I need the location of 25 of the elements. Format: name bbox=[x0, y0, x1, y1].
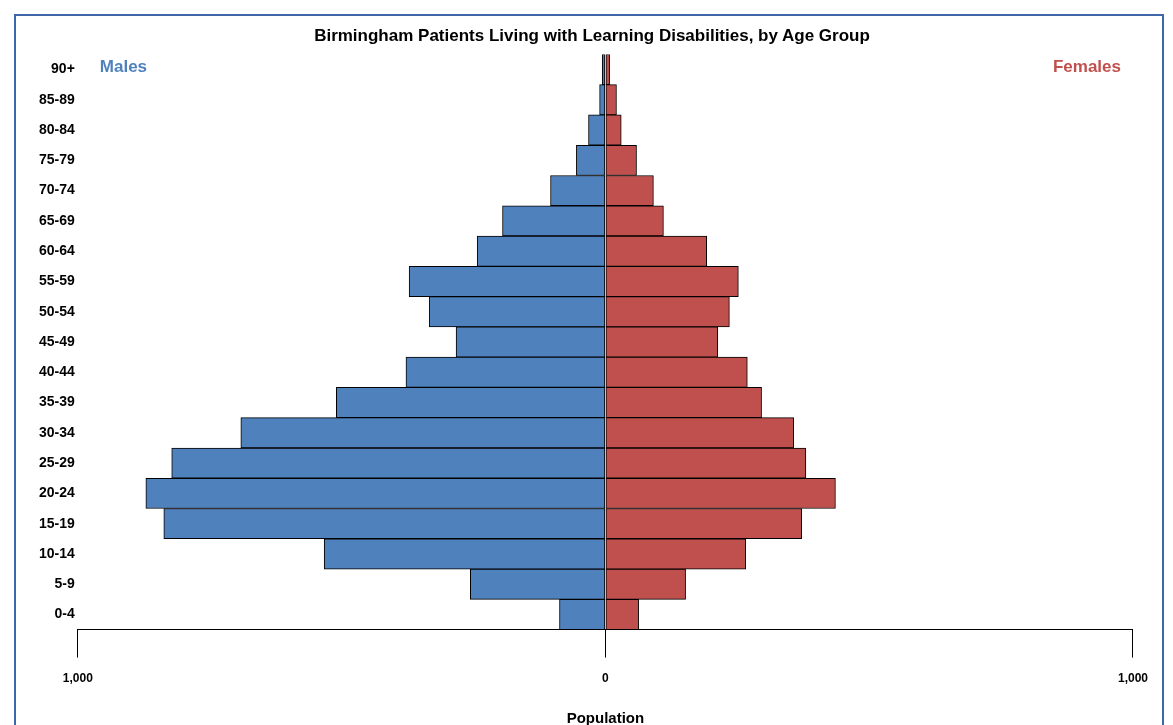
y-tick-label: 35-39 bbox=[38, 393, 76, 410]
x-tick-label: 1,000 bbox=[1117, 671, 1149, 686]
y-tick-label: 70-74 bbox=[38, 181, 76, 198]
x-tick-label: 0 bbox=[602, 671, 610, 686]
y-tick-label: 85-89 bbox=[38, 90, 76, 107]
y-tick-label: 45-49 bbox=[38, 332, 76, 349]
y-tick-label: 25-29 bbox=[38, 453, 76, 470]
y-tick-label: 50-54 bbox=[38, 302, 76, 319]
y-tick-label: 5-9 bbox=[54, 575, 76, 592]
text: Females bbox=[1052, 56, 1121, 76]
x-tick-label: 1,000 bbox=[62, 671, 94, 686]
y-tick-label: 75-79 bbox=[38, 151, 76, 168]
text: Males bbox=[99, 56, 148, 76]
y-tick-label: 30-34 bbox=[38, 423, 76, 440]
y-tick-label: 55-59 bbox=[38, 272, 76, 289]
y-tick-label: 15-19 bbox=[38, 514, 76, 531]
y-tick-label: 10-14 bbox=[38, 544, 76, 561]
y-tick-label: 0-4 bbox=[54, 605, 76, 622]
y-tick-label: 65-69 bbox=[38, 211, 76, 228]
y-tick-label: 80-84 bbox=[38, 120, 76, 137]
y-tick-label: 60-64 bbox=[38, 242, 76, 259]
y-tick-label: 40-44 bbox=[38, 363, 76, 380]
y-tick-label: 20-24 bbox=[38, 484, 76, 501]
chart-title: Birmingham Patients Living with Learning Disabilities, by Age Group bbox=[314, 25, 870, 45]
y-tick-label: 90+ bbox=[51, 60, 75, 77]
